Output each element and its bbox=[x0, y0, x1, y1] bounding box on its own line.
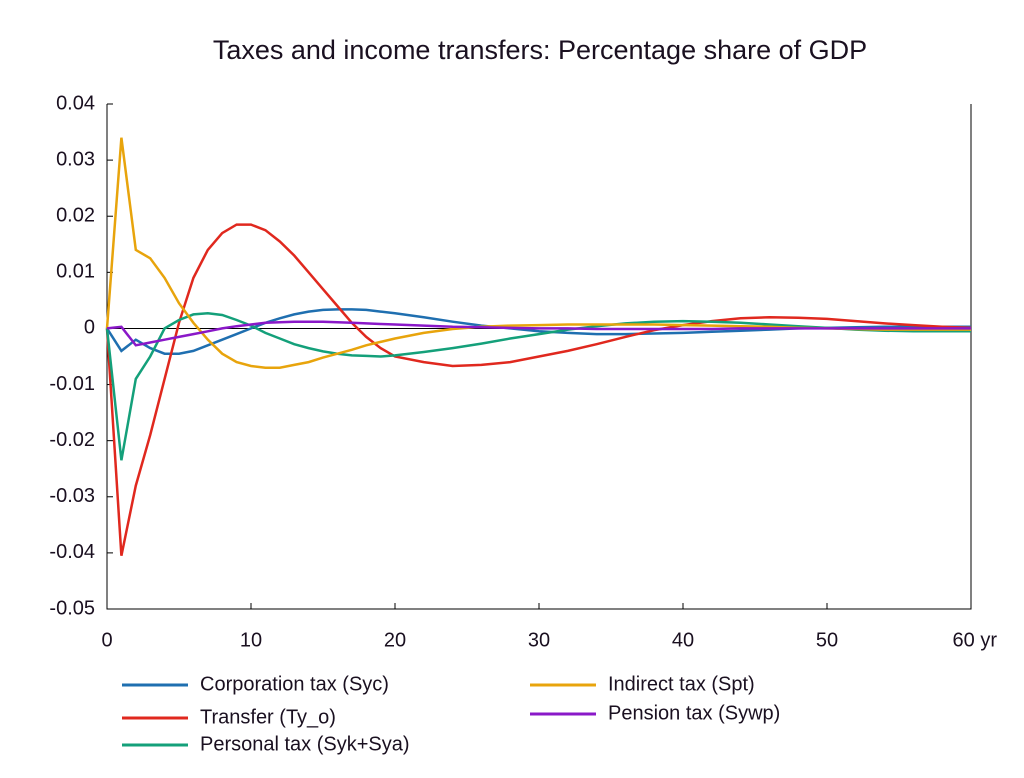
series-line bbox=[105, 308, 971, 355]
x-tick-label: 0 bbox=[101, 629, 112, 651]
chart-title: Taxes and income transfers: Percentage s… bbox=[213, 35, 867, 65]
series-line bbox=[106, 320, 971, 347]
x-tick-label: 10 bbox=[240, 629, 262, 651]
y-tick-label: 0.02 bbox=[56, 205, 95, 227]
y-tick-label: 0.04 bbox=[56, 92, 95, 114]
legend-label: Pension tax (Sywp) bbox=[608, 702, 780, 724]
y-tick-label: 0.03 bbox=[56, 148, 95, 170]
y-tick-label: -0.01 bbox=[49, 373, 95, 395]
series-line bbox=[105, 223, 972, 556]
plot-frame bbox=[106, 104, 972, 610]
y-tick-label: -0.04 bbox=[49, 541, 95, 563]
legend-label: Transfer (Ty_o) bbox=[200, 706, 336, 728]
x-tick-label: 20 bbox=[384, 629, 406, 651]
legend-label: Corporation tax (Syc) bbox=[200, 673, 389, 695]
y-tick-label: -0.02 bbox=[49, 429, 95, 451]
y-tick-label: 0.01 bbox=[56, 261, 95, 283]
x-tick-label: 30 bbox=[528, 629, 550, 651]
series-line bbox=[105, 312, 971, 461]
x-tick-label: 50 bbox=[816, 629, 838, 651]
x-tick-label: 40 bbox=[672, 629, 694, 651]
y-tick-label: -0.05 bbox=[49, 597, 95, 619]
y-tick-label: 0 bbox=[84, 317, 95, 339]
x-tick-label: 60 yr bbox=[953, 629, 998, 651]
legend-label: Indirect tax (Spt) bbox=[608, 673, 755, 695]
y-tick-label: -0.03 bbox=[49, 485, 95, 507]
legend-label: Personal tax (Syk+Sya) bbox=[200, 733, 410, 755]
